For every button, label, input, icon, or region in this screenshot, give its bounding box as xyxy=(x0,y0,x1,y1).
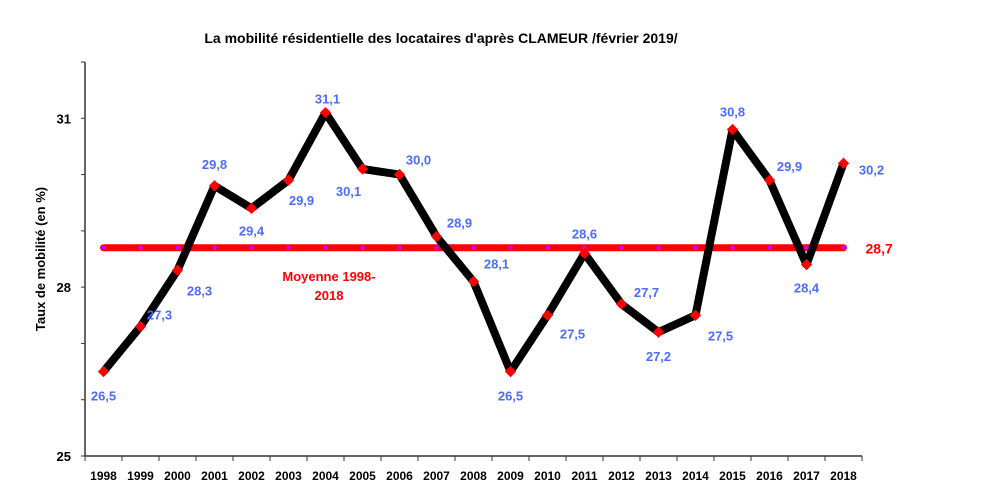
data-label: 27,7 xyxy=(634,285,659,300)
data-label: 28,1 xyxy=(484,257,509,272)
data-label: 28,6 xyxy=(572,226,597,241)
data-point xyxy=(652,326,665,338)
mean-marker xyxy=(249,245,254,250)
data-label: 29,9 xyxy=(289,193,314,208)
data-point xyxy=(393,168,406,181)
x-tick-label: 1999 xyxy=(127,469,154,483)
data-point xyxy=(430,230,443,243)
x-tick-label: 2004 xyxy=(312,469,339,483)
data-label: 30,1 xyxy=(336,184,361,199)
x-tick-label: 2013 xyxy=(645,469,672,483)
data-label: 29,9 xyxy=(777,159,802,174)
mean-marker xyxy=(471,245,476,250)
x-tick-label: 2003 xyxy=(275,469,302,483)
data-point xyxy=(208,180,221,192)
data-label: 30,0 xyxy=(406,153,431,168)
data-point xyxy=(541,309,554,321)
mean-marker xyxy=(804,245,809,250)
data-point xyxy=(837,157,850,169)
x-tick-label: 2001 xyxy=(201,469,228,483)
x-tick-label: 2000 xyxy=(164,469,191,483)
x-tick-label: 2012 xyxy=(608,469,635,483)
mean-marker xyxy=(323,245,328,250)
data-point xyxy=(615,298,628,310)
mean-marker xyxy=(730,245,735,250)
mean-legend-line-2: 2018 xyxy=(315,288,344,303)
mean-value-label: 28,7 xyxy=(866,241,893,257)
mean-marker xyxy=(101,245,106,250)
data-point xyxy=(134,320,147,333)
data-point xyxy=(504,365,517,378)
x-tick-label: 1998 xyxy=(90,469,117,483)
y-tick-label: 25 xyxy=(57,449,71,464)
data-label: 30,8 xyxy=(720,105,745,120)
mean-marker xyxy=(138,245,143,250)
mean-legend-line-1: Moyenne 1998- xyxy=(282,269,375,284)
y-tick-label: 28 xyxy=(57,280,71,295)
x-tick-label: 2007 xyxy=(423,469,450,483)
data-label: 27,2 xyxy=(646,349,671,364)
x-tick-label: 2018 xyxy=(830,469,857,483)
chart-title: La mobilité résidentielle des locataires… xyxy=(204,30,677,46)
data-point xyxy=(356,163,369,175)
mean-marker xyxy=(619,245,624,250)
y-axis-label: Taux de mobilité (en %) xyxy=(33,187,48,331)
mean-marker xyxy=(397,245,402,250)
data-label: 27,5 xyxy=(708,328,733,343)
x-tick-label: 2002 xyxy=(238,469,265,483)
x-tick-label: 2008 xyxy=(460,469,487,483)
y-tick-label: 31 xyxy=(57,111,71,126)
data-point xyxy=(578,247,591,260)
mean-marker xyxy=(286,245,291,250)
mean-marker xyxy=(434,245,439,250)
data-label: 30,2 xyxy=(859,162,884,177)
data-point xyxy=(800,258,813,271)
x-tick-label: 2009 xyxy=(497,469,524,483)
data-label: 29,8 xyxy=(202,157,227,172)
data-point xyxy=(763,174,776,186)
x-tick-label: 2014 xyxy=(682,469,709,483)
data-label: 28,4 xyxy=(794,281,820,296)
data-point xyxy=(282,174,295,186)
data-label: 26,5 xyxy=(498,389,523,404)
mean-marker xyxy=(841,245,846,250)
data-label: 29,4 xyxy=(239,223,265,238)
mean-marker xyxy=(656,245,661,250)
mean-marker xyxy=(545,245,550,250)
data-label: 31,1 xyxy=(315,92,340,107)
x-tick-label: 2017 xyxy=(793,469,820,483)
x-tick-label: 2016 xyxy=(756,469,783,483)
mean-marker xyxy=(212,245,217,250)
mean-marker xyxy=(693,245,698,250)
data-point xyxy=(467,275,480,288)
data-label: 28,3 xyxy=(187,283,212,298)
x-tick-label: 2010 xyxy=(534,469,561,483)
data-label: 27,5 xyxy=(560,326,585,341)
data-label: 28,9 xyxy=(447,215,472,230)
data-label: 27,3 xyxy=(147,308,172,323)
mean-marker xyxy=(360,245,365,250)
data-point xyxy=(171,264,184,276)
data-label: 26,5 xyxy=(91,389,116,404)
data-point xyxy=(689,309,702,321)
mean-marker xyxy=(175,245,180,250)
mean-marker xyxy=(767,245,772,250)
x-tick-label: 2005 xyxy=(349,469,376,483)
x-tick-label: 2006 xyxy=(386,469,413,483)
x-tick-label: 2011 xyxy=(571,469,597,483)
x-tick-label: 2015 xyxy=(719,469,746,483)
data-point xyxy=(245,202,258,214)
mean-marker xyxy=(508,245,513,250)
